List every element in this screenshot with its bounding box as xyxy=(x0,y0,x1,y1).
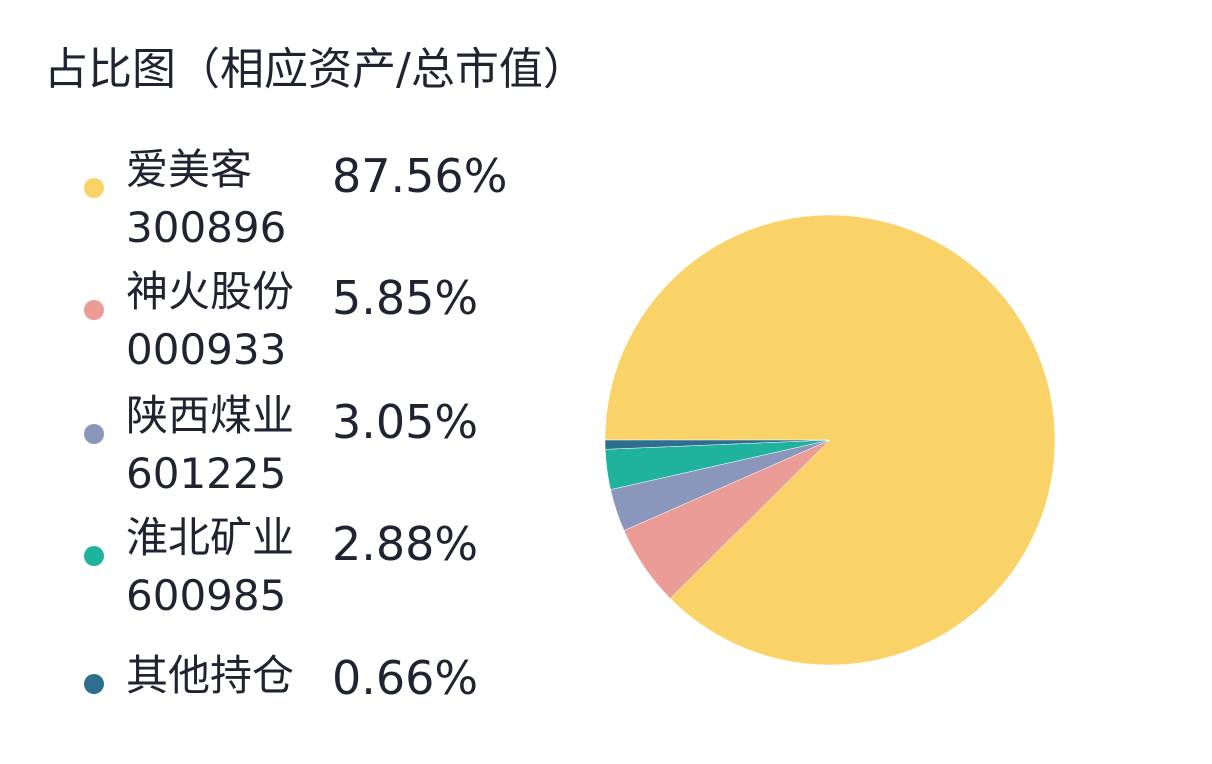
legend-code: 000933 xyxy=(126,325,287,374)
legend-swatch xyxy=(84,424,104,444)
legend-percent: 3.05% xyxy=(332,395,479,449)
legend-percent: 87.56% xyxy=(332,149,508,203)
legend-code: 601225 xyxy=(126,449,287,498)
pie-slices xyxy=(604,214,1056,666)
legend-name: 神火股份 xyxy=(126,267,295,316)
legend-name: 其他持仓 xyxy=(126,651,295,700)
chart-title: 占比图（相应资产/总市值） xyxy=(44,44,587,95)
pie-slice[interactable] xyxy=(604,439,831,450)
legend-code: 300896 xyxy=(126,203,287,252)
legend-swatch xyxy=(84,674,104,694)
legend-percent: 2.88% xyxy=(332,517,479,571)
legend-name: 陕西煤业 xyxy=(126,391,295,440)
legend-percent: 5.85% xyxy=(332,271,479,325)
legend-code: 600985 xyxy=(126,571,287,620)
legend-swatch xyxy=(84,300,104,320)
legend-name: 淮北矿业 xyxy=(126,513,295,562)
legend-swatch xyxy=(84,178,104,198)
legend-percent: 0.66% xyxy=(332,651,479,705)
legend-name: 爱美客 xyxy=(126,145,253,194)
pie-chart xyxy=(604,214,1056,666)
legend-swatch xyxy=(84,546,104,566)
